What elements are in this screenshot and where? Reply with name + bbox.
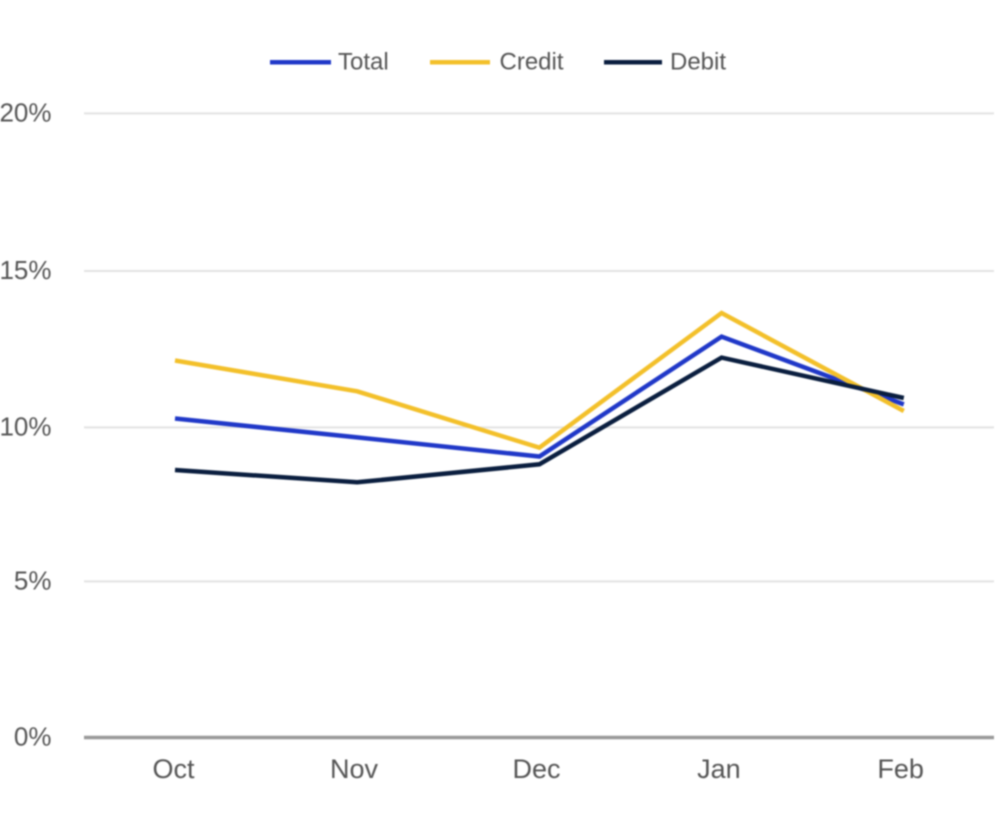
svg-text:Feb: Feb xyxy=(877,754,924,784)
svg-text:Nov: Nov xyxy=(330,754,379,784)
svg-text:5%: 5% xyxy=(14,565,52,595)
svg-text:15%: 15% xyxy=(0,255,52,285)
svg-text:0%: 0% xyxy=(14,721,52,751)
svg-text:20%: 20% xyxy=(0,97,52,127)
svg-text:10%: 10% xyxy=(0,411,52,441)
svg-text:Credit: Credit xyxy=(500,49,564,76)
svg-text:Jan: Jan xyxy=(697,754,741,784)
svg-text:Oct: Oct xyxy=(152,754,195,784)
svg-text:Dec: Dec xyxy=(512,754,560,784)
svg-text:Total: Total xyxy=(338,49,389,76)
svg-text:Debit: Debit xyxy=(670,49,726,76)
